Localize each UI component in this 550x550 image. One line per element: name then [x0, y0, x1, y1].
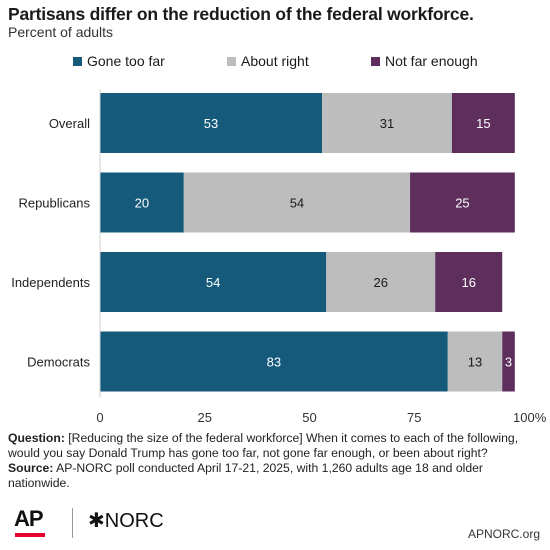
x-tick-label: 0 [96, 410, 103, 425]
data-label: 15 [476, 116, 490, 131]
legend-item-about-right: About right [227, 53, 309, 69]
bar-segment [502, 331, 515, 392]
data-label: 13 [468, 355, 482, 370]
legend-item-not-far-enough: Not far enough [371, 53, 478, 69]
bar-segment [410, 172, 515, 233]
bar-segment [451, 93, 515, 153]
data-label: 3 [505, 355, 512, 370]
norc-logo: ✱NORC [88, 510, 164, 532]
legend-label: Gone too far [87, 53, 165, 69]
x-tick-label: 75 [407, 410, 421, 425]
legend-label: About right [241, 53, 309, 69]
legend-swatch [227, 56, 236, 66]
bar-segment [100, 331, 448, 392]
ap-logo: AP [14, 506, 44, 531]
data-label: 54 [290, 196, 304, 211]
legend-swatch [73, 56, 82, 66]
chart-title: Partisans differ on the reduction of the… [8, 4, 474, 24]
bar-segment [326, 252, 436, 312]
bar-segment [447, 331, 503, 392]
source-text: AP-NORC poll conducted April 17-21, 2025… [8, 461, 483, 490]
chart-subtitle: Percent of adults [8, 24, 114, 40]
data-label: 20 [135, 196, 149, 211]
bar-segment [183, 172, 411, 233]
category-label: Democrats [27, 355, 90, 370]
stacked-bar-chart: Overall 53 31 15 Republicans 20 54 25 Independen… [11, 89, 547, 425]
ap-logo-bar [15, 533, 45, 537]
source-label: Source: [8, 461, 54, 475]
data-label: 53 [204, 116, 218, 131]
data-label: 31 [380, 116, 394, 131]
legend-swatch [371, 56, 380, 66]
bar-segment [435, 252, 503, 312]
logo-group: AP ✱NORC [14, 506, 214, 542]
data-label: 25 [455, 196, 469, 211]
bar-segment [322, 93, 452, 153]
legend-label: Not far enough [385, 53, 478, 69]
data-label: 16 [461, 275, 475, 290]
site-url: APNORC.org [467, 527, 540, 541]
category-label: Republicans [18, 196, 90, 211]
chart-notes: Question: [Reducing the size of the fede… [8, 431, 546, 491]
question-label: Question: [8, 431, 65, 445]
category-label: Overall [49, 116, 90, 131]
data-label: 54 [206, 275, 220, 290]
question-text: [Reducing the size of the federal workfo… [8, 431, 519, 460]
bar-segment [100, 172, 184, 233]
data-label: 26 [373, 275, 387, 290]
bar-segment [100, 93, 323, 153]
x-tick-label: 25 [198, 410, 212, 425]
category-label: Independents [11, 275, 90, 290]
x-tick-label: 50 [302, 410, 316, 425]
chart-legend: Gone too far About right Not far enough [0, 53, 550, 71]
logo-divider [72, 508, 73, 538]
data-label: 83 [267, 355, 281, 370]
bar-segment [100, 252, 327, 312]
x-tick-label: 100% [513, 410, 547, 425]
legend-item-gone-too-far: Gone too far [73, 53, 165, 69]
